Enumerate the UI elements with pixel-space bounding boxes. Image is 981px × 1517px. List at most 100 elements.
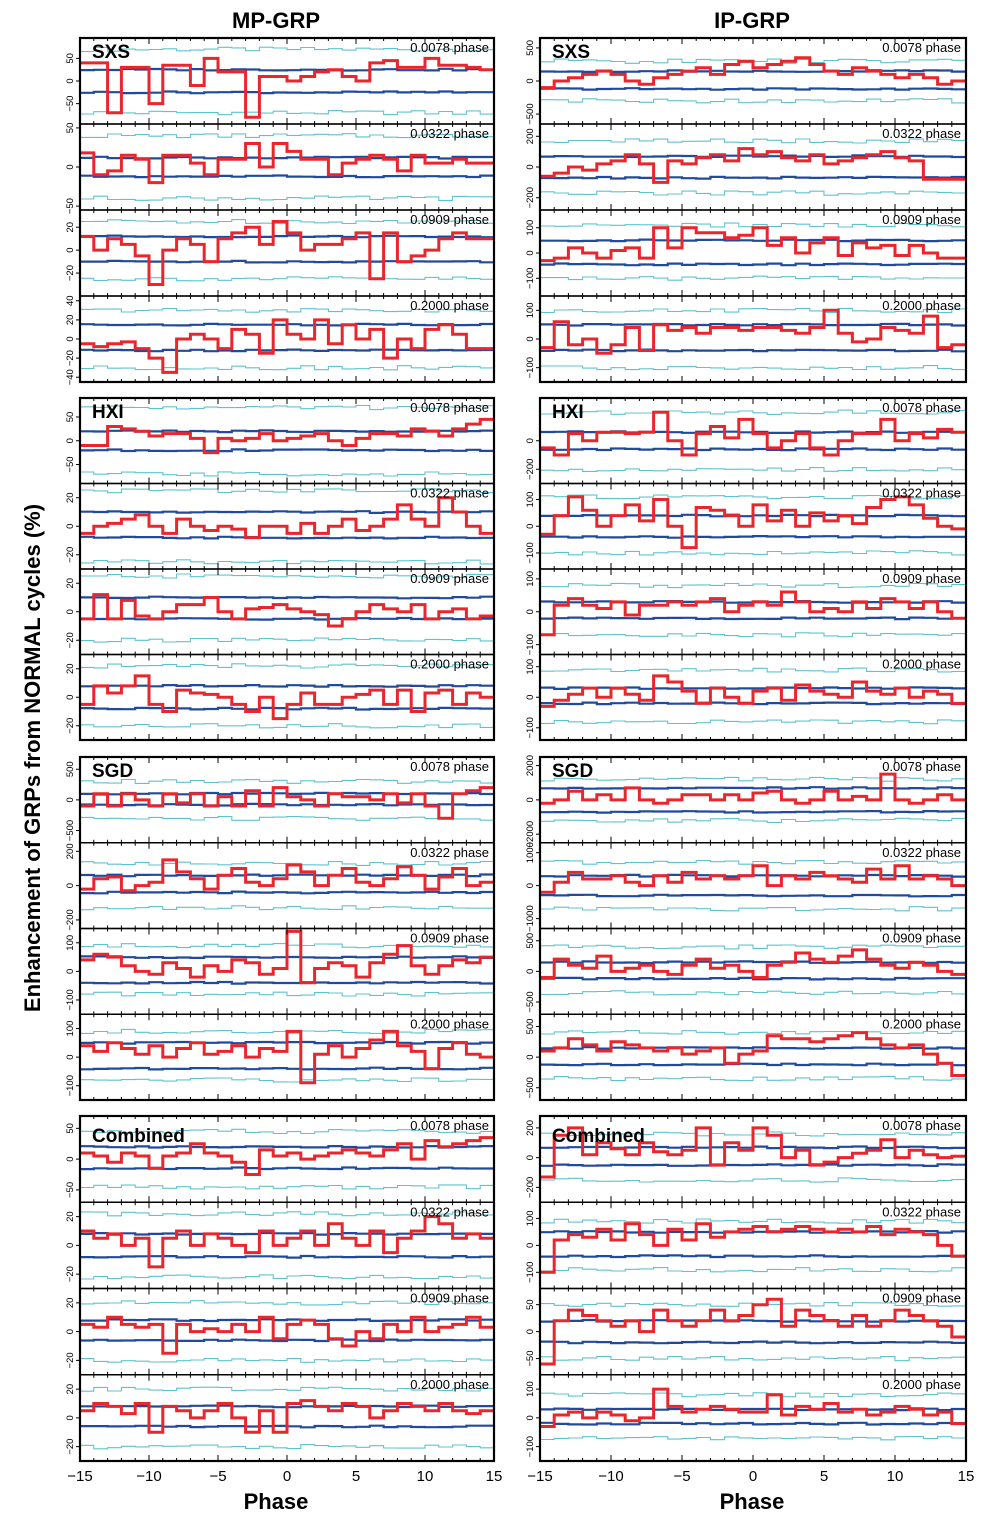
cyan-envelope-line xyxy=(540,859,966,865)
cyan-envelope-line xyxy=(80,905,494,911)
group-frame xyxy=(78,755,496,1102)
phase-label: 0.0078 phase xyxy=(410,759,489,774)
blue-envelope-line xyxy=(80,234,494,239)
y-tick-label: 100 xyxy=(525,1210,536,1226)
y-tick-label: 20 xyxy=(65,663,76,674)
blue-envelope-line xyxy=(540,175,966,180)
y-tick-label: 0 xyxy=(65,1415,76,1420)
red-data-line xyxy=(80,1315,494,1355)
y-tick-label: 0 xyxy=(65,164,76,169)
y-tick-label: −20 xyxy=(65,1439,76,1455)
red-data-line xyxy=(80,1399,494,1434)
panel-ip-grp-5: −100 0 100 0.0322 phase xyxy=(525,482,967,570)
cyan-envelope-line xyxy=(80,1128,494,1135)
instrument-label: Combined xyxy=(552,1126,645,1147)
red-data-line xyxy=(80,1029,494,1085)
panel-mp-grp-12: −50 0 50 0.0078 phase Combined xyxy=(65,1115,495,1203)
y-tick-label: 500 xyxy=(525,1019,536,1035)
cyan-envelope-line xyxy=(540,1177,966,1183)
red-data-line xyxy=(540,1297,966,1366)
blue-envelope-line xyxy=(80,1040,494,1045)
y-tick-label: 0 xyxy=(525,250,536,255)
y-tick-label: 0 xyxy=(525,1054,536,1059)
cyan-envelope-line xyxy=(540,1435,966,1441)
panel-mp-grp-10: −100 0 100 0.0909 phase xyxy=(65,927,495,1015)
blue-envelope-line xyxy=(80,90,494,95)
panel-ip-grp-1: −200 0 200 0.0322 phase xyxy=(525,123,967,211)
cyan-envelope-line xyxy=(80,307,494,313)
blue-envelope-line xyxy=(540,447,966,452)
group-frame xyxy=(538,396,968,742)
instrument-label: SXS xyxy=(92,42,130,63)
y-tick-label: −1000 xyxy=(525,905,536,932)
y-tick-label: −50 xyxy=(65,456,76,472)
x-tick-label: −5 xyxy=(673,1468,690,1485)
red-data-line xyxy=(80,56,494,119)
y-tick-label: 0 xyxy=(65,336,76,341)
cyan-envelope-line xyxy=(80,860,494,866)
x-tick-label: −10 xyxy=(136,1468,161,1485)
instrument-label: SGD xyxy=(92,761,133,782)
panel-mp-grp-2: −20 0 20 0.0909 phase xyxy=(65,209,495,297)
panel-ip-grp-9: −1000 0 1000 0.0322 phase xyxy=(525,842,967,932)
y-tick-label: −100 xyxy=(525,1436,536,1457)
cyan-envelope-line xyxy=(80,276,494,282)
panel-ip-grp-15: −100 0 100 0.2000 phase xyxy=(525,1374,967,1462)
blue-envelope-line xyxy=(80,1166,494,1171)
cyan-envelope-line xyxy=(540,944,966,950)
red-data-line xyxy=(540,864,966,894)
y-tick-label: −50 xyxy=(65,96,76,112)
y-tick-label: 0 xyxy=(65,969,76,974)
cyan-envelope-line xyxy=(80,46,494,53)
y-tick-label: 0 xyxy=(525,1329,536,1334)
y-tick-label: 0 xyxy=(65,1243,76,1248)
x-tick-label: 0 xyxy=(749,1468,757,1485)
y-tick-label: 0 xyxy=(525,609,536,614)
y-tick-label: −20 xyxy=(65,1352,76,1368)
y-tick-label: −200 xyxy=(525,187,536,208)
y-tick-label: −50 xyxy=(525,1351,536,1367)
panel-ip-grp-11: −500 0 500 0.2000 phase xyxy=(525,1013,967,1101)
group-frame xyxy=(538,755,968,1102)
blue-envelope-line xyxy=(540,322,966,327)
x-tick-label: 15 xyxy=(486,1468,503,1485)
cyan-envelope-line xyxy=(540,550,966,556)
panel-mp-grp-6: −20 0 20 0.0909 phase xyxy=(65,568,495,656)
y-tick-label: −200 xyxy=(65,909,76,930)
x-axis-label-right: Phase xyxy=(720,1489,785,1514)
y-tick-label: 0 xyxy=(525,969,536,974)
y-tick-label: −100 xyxy=(525,357,536,378)
column-title-mp-grp: MP-GRP xyxy=(232,8,320,33)
y-tick-label: 200 xyxy=(525,1120,536,1136)
y-tick-label: −100 xyxy=(65,989,76,1010)
y-tick-label: 20 xyxy=(65,222,76,233)
y-tick-label: 0 xyxy=(525,883,536,888)
y-tick-label: −20 xyxy=(65,1266,76,1282)
y-tick-label: 100 xyxy=(525,571,536,587)
cyan-envelope-line xyxy=(540,667,966,673)
blue-envelope-line xyxy=(540,535,966,539)
panel-mp-grp-1: −50 0 50 0.0322 phase xyxy=(65,123,495,214)
y-tick-label: −100 xyxy=(525,634,536,655)
phase-label: 0.0078 phase xyxy=(410,400,489,415)
phase-label: 0.0909 phase xyxy=(410,212,489,227)
blue-envelope-line xyxy=(540,960,966,965)
blue-envelope-line xyxy=(80,67,494,72)
phase-label: 0.2000 phase xyxy=(882,657,961,672)
y-tick-label: 0 xyxy=(525,1243,536,1248)
y-tick-label: 20 xyxy=(65,1211,76,1222)
red-data-line xyxy=(80,318,494,374)
y-tick-label: 0 xyxy=(65,1054,76,1059)
phase-label: 0.0322 phase xyxy=(410,845,489,860)
cyan-envelope-line xyxy=(80,195,494,201)
group-frame xyxy=(78,396,496,742)
cyan-envelope-line xyxy=(540,776,966,782)
blue-envelope-line xyxy=(540,1163,966,1167)
x-tick-label: 5 xyxy=(352,1468,360,1485)
y-tick-label: 50 xyxy=(65,53,76,64)
x-tick-label: −15 xyxy=(67,1468,92,1485)
phase-label: 0.2000 phase xyxy=(882,1377,961,1392)
y-tick-label: −20 xyxy=(65,350,76,366)
y-tick-label: 0 xyxy=(65,883,76,888)
red-data-line xyxy=(540,56,966,90)
